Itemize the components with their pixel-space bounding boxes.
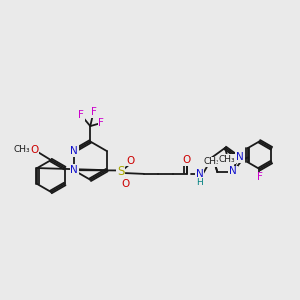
- Text: O: O: [183, 155, 191, 165]
- Text: O: O: [126, 156, 134, 166]
- Text: F: F: [78, 110, 84, 120]
- Text: N: N: [229, 167, 237, 176]
- Text: S: S: [117, 165, 124, 178]
- Text: F: F: [98, 118, 104, 128]
- Text: CH₃: CH₃: [219, 154, 236, 164]
- Text: N: N: [70, 146, 78, 156]
- Text: N: N: [196, 169, 203, 179]
- Text: O: O: [122, 179, 130, 189]
- Text: N: N: [70, 165, 78, 175]
- Text: F: F: [256, 172, 262, 182]
- Text: H: H: [196, 178, 203, 187]
- Text: CH₃: CH₃: [203, 157, 220, 166]
- Text: N: N: [236, 152, 244, 162]
- Text: O: O: [30, 145, 39, 155]
- Text: CH₃: CH₃: [14, 145, 30, 154]
- Text: F: F: [91, 107, 96, 117]
